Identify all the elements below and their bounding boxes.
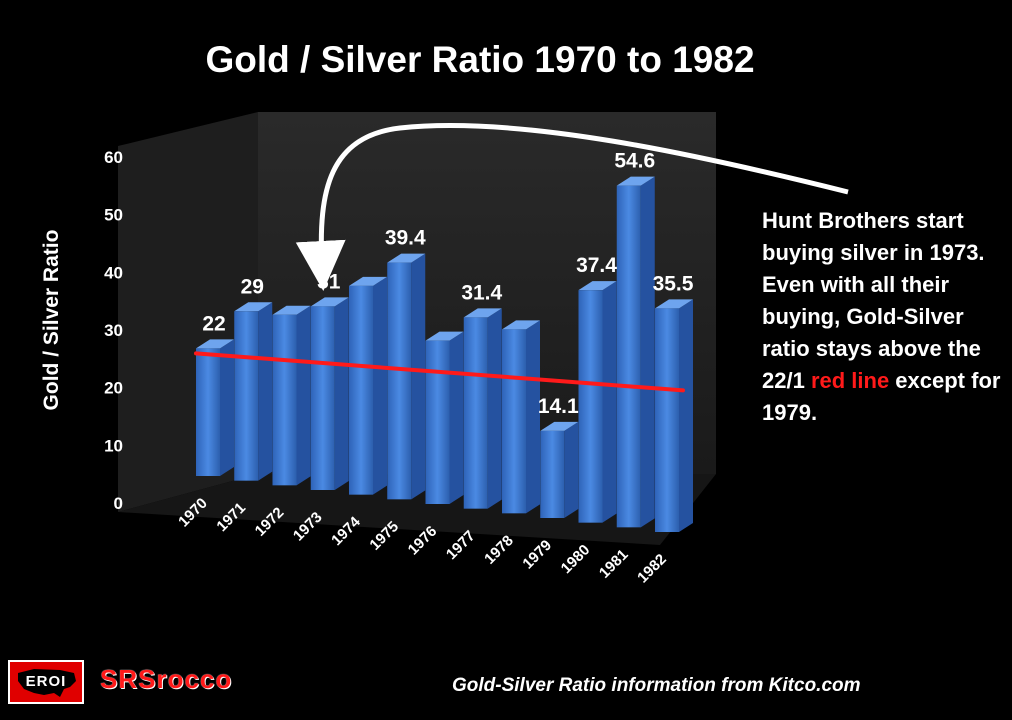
bar-side — [640, 176, 655, 528]
bar-top — [234, 302, 273, 312]
bar-top — [387, 253, 426, 263]
y-tick: 30 — [104, 321, 123, 340]
data-label-1980: 37.4 — [576, 254, 617, 277]
y-tick: 50 — [104, 206, 123, 225]
bar-front — [463, 317, 488, 509]
bar-side — [296, 305, 311, 486]
data-label-1977: 31.4 — [461, 281, 502, 304]
bar-top — [540, 421, 579, 431]
eroi-logo: EROI — [8, 660, 84, 704]
bar-1975 — [387, 253, 426, 500]
y-tick: 20 — [104, 379, 123, 398]
bar-side — [564, 421, 579, 518]
bar-top — [349, 276, 387, 286]
y-tick: 40 — [104, 263, 123, 282]
bar-side — [449, 331, 464, 504]
bar-top — [655, 299, 693, 309]
bar-front — [196, 348, 220, 476]
bar-1981 — [616, 176, 655, 528]
bar-1978 — [502, 320, 540, 514]
bar-1976 — [425, 331, 464, 504]
bar-front — [272, 314, 297, 486]
bar-side — [258, 302, 273, 481]
bar-top — [463, 308, 502, 318]
bar-front — [540, 430, 565, 518]
bar-front — [578, 290, 603, 523]
bar-1982 — [655, 299, 693, 532]
bar-side — [373, 276, 387, 495]
bar-1973 — [310, 297, 349, 490]
x-tick: 1978 — [481, 532, 517, 568]
bar-front — [425, 340, 450, 504]
data-labels: 22 29 31 39.4 31.4 14.1 37.4 54.6 35.5 — [202, 150, 693, 418]
data-label-1975: 39.4 — [385, 227, 426, 250]
bar-side — [526, 320, 540, 514]
source-credit: Gold-Silver Ratio information from Kitco… — [452, 675, 861, 696]
annotation-red-line: red line — [810, 368, 890, 393]
bar-1974 — [349, 276, 387, 495]
bar-front — [349, 285, 373, 495]
bar-1977 — [463, 308, 502, 509]
usa-map-icon — [18, 669, 76, 697]
y-tick: 10 — [104, 436, 123, 455]
y-tick: 60 — [104, 148, 123, 167]
annotation-body: Hunt Brothers start buying silver in 197… — [762, 208, 985, 393]
data-label-1970: 22 — [202, 312, 225, 335]
bar-1971 — [234, 302, 273, 481]
bar-top — [310, 297, 349, 307]
x-tick: 1981 — [596, 546, 632, 582]
annotation-tail: except for 1979. — [762, 368, 1001, 425]
bar-side — [220, 339, 234, 476]
x-tick: 1980 — [558, 541, 594, 577]
bar-top — [272, 305, 311, 315]
bar-top — [578, 281, 617, 291]
x-tick: 1982 — [634, 551, 670, 587]
bar-1972 — [272, 305, 311, 486]
x-tick: 1979 — [519, 537, 555, 573]
bar-side — [602, 281, 617, 523]
bar-front — [234, 311, 259, 481]
bar-side — [679, 299, 693, 532]
bars — [196, 176, 693, 532]
bar-top — [425, 331, 464, 341]
bar-1980 — [578, 281, 617, 523]
brand-name: SRSrocco — [100, 664, 233, 694]
data-label-1982: 35.5 — [653, 272, 694, 295]
hunt-brothers-arrow — [295, 122, 849, 291]
annotation-text: Hunt Brothers start buying silver in 197… — [762, 205, 1002, 429]
bar-front — [502, 329, 526, 514]
bar-top — [502, 320, 540, 330]
bar-front — [616, 185, 641, 528]
data-label-1981: 54.6 — [614, 150, 655, 173]
bar-side — [411, 253, 426, 500]
bar-front — [387, 262, 412, 500]
data-label-1979: 14.1 — [538, 395, 579, 418]
bar-side — [334, 297, 349, 490]
bar-1979 — [540, 421, 579, 518]
bar-top — [196, 339, 234, 349]
y-axis-ticks: 0 10 20 30 40 50 60 — [104, 148, 123, 513]
bar-front — [655, 308, 679, 532]
bar-front — [310, 306, 335, 490]
bar-side — [487, 308, 502, 509]
bar-top — [616, 176, 655, 186]
bar-1970 — [196, 339, 234, 476]
y-tick: 0 — [114, 494, 123, 513]
logo-text: EROI — [25, 673, 67, 690]
y-axis-label: Gold / Silver Ratio — [40, 230, 63, 411]
data-label-1973: 31 — [317, 270, 341, 293]
reference-red-line — [194, 351, 685, 393]
data-label-1971: 29 — [241, 275, 264, 298]
chart-title: Gold / Silver Ratio 1970 to 1982 — [205, 39, 754, 80]
